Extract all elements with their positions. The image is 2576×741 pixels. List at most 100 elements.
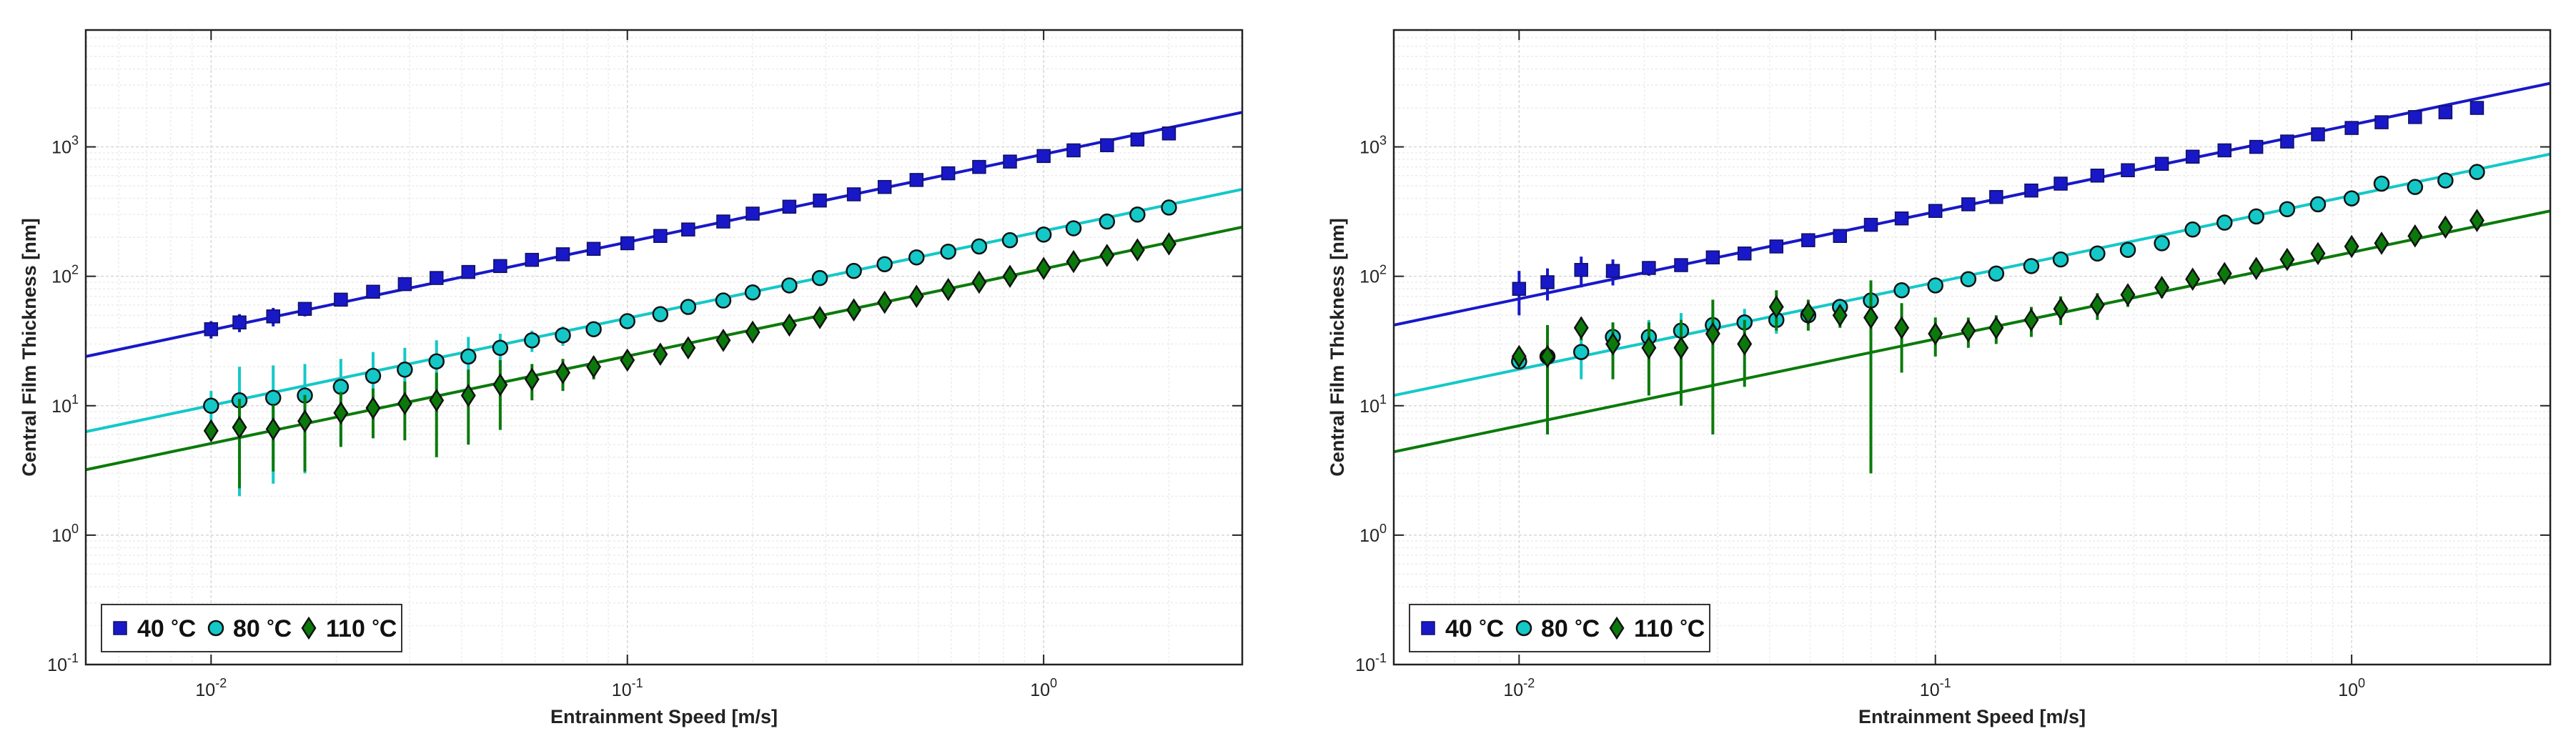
data-point — [492, 373, 508, 397]
data-point — [2407, 179, 2424, 195]
data-point — [1927, 277, 1943, 294]
data-point — [2249, 139, 2264, 154]
legend-marker-square — [113, 621, 127, 635]
data-point — [460, 348, 477, 365]
data-point — [232, 315, 247, 329]
data-point — [1800, 301, 1816, 325]
data-point — [941, 166, 956, 181]
data-point — [1928, 204, 1943, 218]
data-point — [1036, 257, 1051, 280]
data-point — [782, 199, 797, 214]
data-point — [2279, 247, 2295, 272]
data-point — [332, 379, 350, 395]
data-point — [1863, 217, 1878, 232]
data-point — [1036, 149, 1051, 164]
data-point — [493, 259, 507, 274]
data-point — [2438, 105, 2453, 119]
x-tick-label: 100 — [2338, 676, 2365, 700]
data-point — [1928, 322, 1943, 346]
legend-marker-circle — [1515, 620, 1532, 637]
data-point — [846, 298, 862, 322]
data-point — [2120, 283, 2136, 307]
data-point — [2373, 175, 2390, 192]
y-axis-label: Central Film Thickness [nm] — [1327, 218, 1348, 477]
data-point — [1737, 247, 1752, 261]
data-point — [2216, 262, 2232, 286]
y-tick-label: 103 — [1359, 134, 1387, 158]
data-point — [716, 214, 730, 229]
data-point — [1129, 238, 1145, 262]
data-point — [2248, 208, 2264, 225]
series-110c — [203, 232, 1176, 489]
data-point — [2089, 245, 2106, 262]
data-point — [1130, 132, 1145, 147]
y-axis-label: Central Film Thickness [nm] — [19, 218, 40, 477]
data-point — [971, 238, 988, 255]
data-point — [524, 332, 540, 349]
legend-label: 80 °C — [233, 615, 292, 642]
data-point — [1961, 319, 1976, 343]
data-point — [1003, 154, 1017, 169]
legend-label: 110 °C — [1634, 615, 1705, 642]
data-point — [2249, 257, 2264, 280]
x-tick-label: 10-2 — [195, 676, 227, 700]
data-point — [1737, 332, 1753, 356]
data-point — [1001, 232, 1019, 249]
data-point — [429, 271, 444, 285]
chart-panel-right: 10-2 10-1 100 10-1 100 101 102 103 Entrainment S… — [1327, 29, 2552, 727]
data-point — [1674, 258, 1688, 272]
data-point — [1129, 207, 1146, 223]
legend-box — [101, 604, 402, 652]
data-point — [876, 256, 893, 272]
x-axis-label: Entrainment Speed [m/s] — [1858, 706, 2086, 727]
chart-panel-left: 10-2 10-1 100 10-1 100 101 102 103 Entrainment S… — [19, 29, 1244, 727]
y-tick-label: 100 — [51, 522, 79, 546]
series-40c — [1512, 101, 2485, 316]
data-point — [2216, 214, 2233, 231]
data-point — [1161, 199, 1177, 216]
data-point — [264, 389, 282, 407]
data-point — [2054, 176, 2068, 191]
data-point — [365, 396, 381, 420]
data-point — [908, 249, 925, 266]
legend-marker-diamond — [1609, 616, 1625, 640]
data-point — [744, 284, 761, 301]
series-40c — [204, 126, 1176, 339]
data-point — [397, 362, 413, 378]
data-point — [1641, 336, 1657, 360]
x-tick-label: 100 — [1030, 676, 1057, 700]
x-axis-label: Entrainment Speed [m/s] — [550, 706, 778, 727]
data-point — [1605, 264, 1620, 278]
data-point — [2310, 242, 2326, 266]
data-point — [1801, 233, 1815, 247]
data-point — [1642, 261, 1656, 275]
data-point — [1894, 211, 1909, 226]
data-point — [203, 419, 219, 443]
data-point — [941, 277, 956, 302]
data-point — [2154, 156, 2169, 171]
data-point — [585, 321, 602, 337]
data-point — [1705, 322, 1720, 346]
data-point — [2023, 258, 2040, 274]
data-point — [555, 361, 570, 384]
data-point — [781, 313, 797, 337]
data-point — [1572, 344, 1590, 360]
data-point — [266, 309, 280, 324]
data-point — [1100, 138, 1114, 152]
data-point — [586, 242, 601, 256]
data-point — [2343, 190, 2360, 207]
data-point — [2119, 242, 2136, 258]
data-point — [2407, 224, 2423, 248]
data-point — [2053, 297, 2069, 321]
data-point — [2052, 251, 2069, 268]
series-110c — [1511, 209, 2485, 474]
data-point — [429, 388, 445, 412]
data-point — [1833, 229, 1848, 243]
data-point — [681, 222, 695, 237]
data-point — [813, 193, 827, 208]
legend: 40 °C 80 °C 110 °C — [101, 604, 402, 652]
data-point — [846, 187, 861, 202]
data-point — [2374, 232, 2389, 255]
data-point — [1605, 332, 1621, 356]
